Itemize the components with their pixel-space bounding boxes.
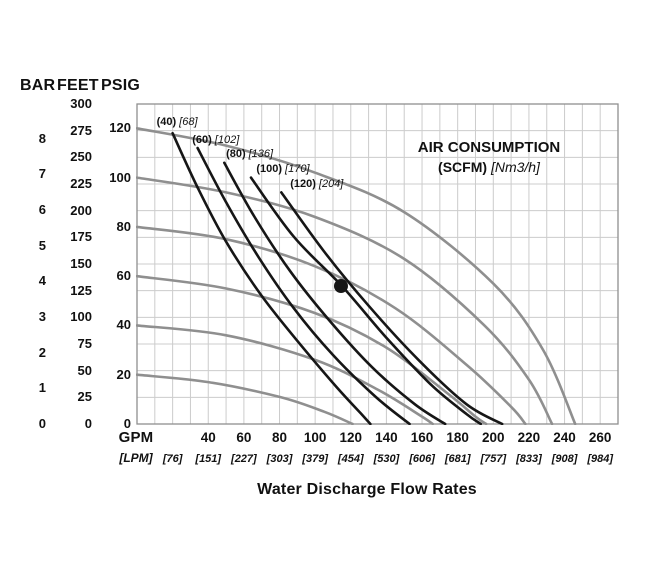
air-curve-nm3h-value: [136] (248, 148, 274, 161)
air-curve-scfm-value: (120) (290, 177, 316, 190)
psig-tick-20: 20 (116, 366, 131, 382)
air-curve-nm3h-value: [68] (179, 116, 198, 129)
lpm-tick-220: [833] (516, 453, 542, 465)
gpm-tick-160: 160 (410, 430, 434, 445)
gpm-tick-60: 60 (236, 430, 252, 445)
lpm-tick-120: [454] (337, 453, 364, 465)
lpm-tick-40: [151] (195, 453, 222, 465)
gpm-tick-220: 220 (517, 430, 541, 445)
pressure-curve-80psig (136, 225, 527, 425)
lpm-tick-160: [606] (409, 453, 435, 465)
gpm-tick-120: 120 (339, 430, 363, 445)
feet-tick-0: 0 (84, 416, 92, 431)
bar-axis-header: BAR (20, 77, 56, 94)
feet-tick-50: 50 (77, 362, 92, 378)
air-curve-label-80: (80) [136] (226, 148, 273, 161)
air-curve-nm3h-value: [102] (214, 133, 240, 146)
bar-tick-5: 5 (38, 237, 46, 253)
operating-point-marker (333, 279, 348, 294)
feet-tick-275: 275 (70, 122, 92, 138)
bar-tick-2: 2 (38, 344, 46, 360)
air-curve-label-60: (60) [102] (192, 134, 239, 147)
air-curve-40scfm (171, 131, 372, 425)
air-curve-scfm-value: (100) (256, 163, 283, 176)
pressure-curve-40psig (136, 324, 434, 425)
gpm-axis-header: GPM (118, 429, 154, 446)
psig-tick-40: 40 (116, 317, 131, 333)
air-curve-nm3h-value: [170] (285, 163, 310, 176)
feet-tick-300: 300 (70, 96, 92, 111)
feet-tick-25: 25 (77, 389, 92, 405)
bar-tick-4: 4 (38, 273, 46, 289)
feet-tick-225: 225 (70, 176, 92, 191)
gpm-tick-260: 260 (588, 430, 612, 445)
lpm-tick-80: [303] (266, 453, 293, 465)
bar-tick-7: 7 (38, 166, 46, 182)
air-curve-100scfm (249, 176, 483, 425)
lpm-tick-100: [379] (302, 453, 328, 465)
feet-tick-200: 200 (70, 202, 92, 218)
air-curve-120scfm (280, 191, 504, 425)
pressure-curve-60psig (136, 274, 488, 425)
lpm-tick-200: [757] (480, 453, 507, 465)
pressure-curve-20psig (136, 373, 354, 425)
bar-tick-6: 6 (38, 201, 46, 217)
air-curve-scfm-value: (60) (192, 133, 212, 146)
bar-tick-0: 0 (38, 416, 46, 431)
air-curve-scfm-value: (40) (156, 116, 177, 129)
air-curve-label-40: (40) [68] (157, 116, 198, 129)
bar-tick-8: 8 (38, 130, 46, 146)
air-curve-80scfm (223, 161, 447, 425)
feet-tick-150: 150 (70, 256, 92, 271)
air-curve-nm3h-value: [204] (318, 177, 344, 190)
air-curve-label-100: (100) [170] (256, 163, 309, 176)
feet-tick-100: 100 (70, 309, 92, 325)
lpm-tick-240: [908] (551, 453, 578, 465)
air-consumption-curves (171, 131, 504, 425)
feet-tick-75: 75 (77, 336, 92, 351)
feet-tick-175: 175 (70, 229, 92, 245)
pressure-curve-100psig (136, 176, 554, 425)
gpm-tick-40: 40 (200, 430, 216, 445)
nm3h-unit-label: [Nm3/h] (490, 159, 540, 175)
gpm-tick-140: 140 (375, 430, 398, 445)
psig-axis-header: PSIG (101, 77, 141, 94)
feet-axis-header: FEET (57, 77, 99, 94)
lpm-tick-60: [227] (231, 453, 257, 465)
air-curve-label-120: (120) [204] (290, 178, 343, 191)
air-consumption-subtitle: (SCFM) [Nm3/h] (389, 159, 589, 175)
psig-tick-0: 0 (123, 416, 131, 431)
scfm-unit-label: (SCFM) (438, 159, 488, 175)
air-curve-scfm-value: (80) (226, 148, 246, 161)
bar-tick-1: 1 (38, 380, 46, 396)
plot-frame (136, 103, 619, 425)
lpm-tick-20: [76] (162, 453, 183, 465)
lpm-tick-140: [530] (373, 453, 400, 465)
chart-x-title: Water Discharge Flow Rates (257, 481, 477, 498)
gpm-tick-180: 180 (446, 430, 469, 445)
feet-tick-250: 250 (70, 149, 92, 165)
lpm-axis-header: [LPM] (119, 451, 153, 465)
psig-tick-120: 120 (109, 120, 131, 136)
gpm-tick-200: 200 (482, 430, 505, 445)
lpm-tick-260: [984] (587, 453, 614, 465)
bar-tick-3: 3 (38, 308, 46, 324)
air-curve-60scfm (196, 146, 411, 425)
air-consumption-title: AIR CONSUMPTION (417, 139, 561, 156)
gpm-tick-100: 100 (303, 430, 327, 445)
lpm-tick-180: [681] (444, 453, 471, 465)
gpm-tick-80: 80 (272, 430, 288, 445)
feet-tick-125: 125 (70, 282, 92, 298)
psig-tick-80: 80 (116, 218, 131, 234)
gpm-tick-240: 240 (553, 430, 576, 445)
psig-tick-60: 60 (116, 268, 131, 284)
pressure-curve-120psig (136, 127, 577, 425)
psig-tick-100: 100 (109, 169, 131, 185)
